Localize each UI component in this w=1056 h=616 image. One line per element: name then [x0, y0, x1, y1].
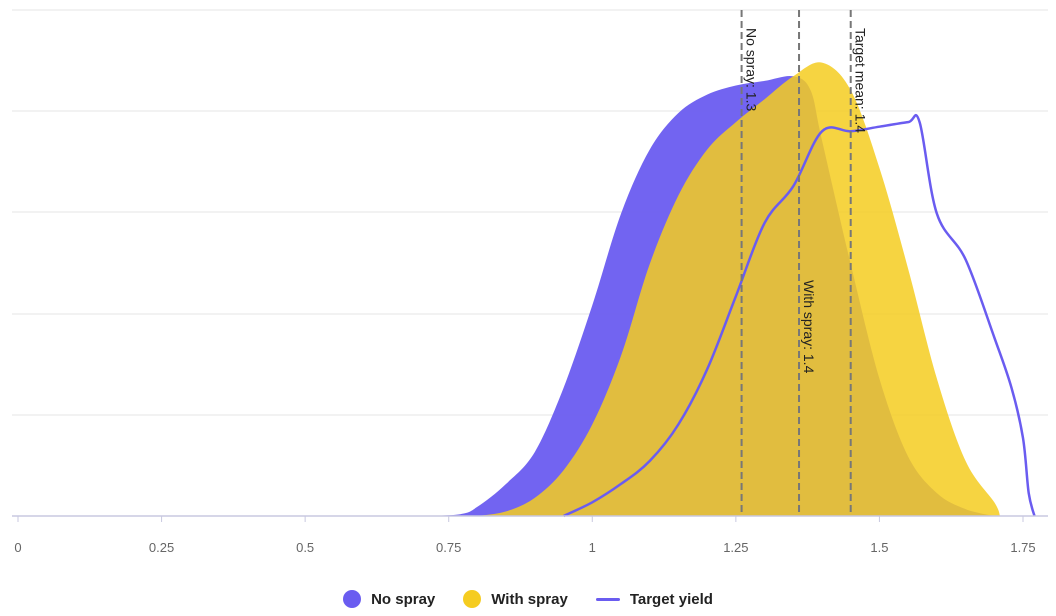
legend-swatch-with-spray [463, 590, 482, 608]
legend-swatch-no-spray [343, 590, 362, 608]
x-tick-label-5: 1.25 [723, 540, 748, 555]
x-tick-label-2: 0.5 [296, 540, 314, 555]
x-tick-label-1: 0.25 [149, 540, 174, 555]
x-tick-label-3: 0.75 [436, 540, 461, 555]
legend-item-target-yield[interactable]: Target yield [595, 590, 713, 608]
x-tick-label-0: 0 [14, 540, 21, 555]
x-tick-label-4: 1 [589, 540, 596, 555]
density-areas [420, 62, 1000, 516]
reference-line-label-1: With spray: 1.4 [801, 280, 817, 374]
reference-line-label-0: No spray: 1.3 [744, 28, 760, 111]
reference-line-label-2: Target mean: 1.4 [853, 28, 869, 133]
legend-label-no-spray: No spray [371, 590, 436, 608]
legend-item-with-spray[interactable]: With spray [463, 590, 568, 608]
legend-item-no-spray[interactable]: No spray [343, 590, 435, 608]
legend: No spray With spray Target yield [0, 586, 1056, 612]
legend-swatch-target-yield [595, 597, 620, 601]
density-chart: 0 0.25 0.5 0.75 1 1.25 1.5 1.75 No spray: 1.3 Wi… [12, 9, 1048, 555]
reference-lines: No spray: 1.3 With spray: 1.4 Target mean:… [740, 10, 869, 516]
legend-label-with-spray: With spray [491, 590, 568, 608]
legend-label-target-yield: Target yield [629, 590, 713, 608]
x-axis: 0 0.25 0.5 0.75 1 1.25 1.5 1.75 [12, 515, 1048, 555]
x-tick-label-7: 1.75 [1010, 540, 1035, 555]
x-tick-label-6: 1.5 [870, 540, 888, 555]
